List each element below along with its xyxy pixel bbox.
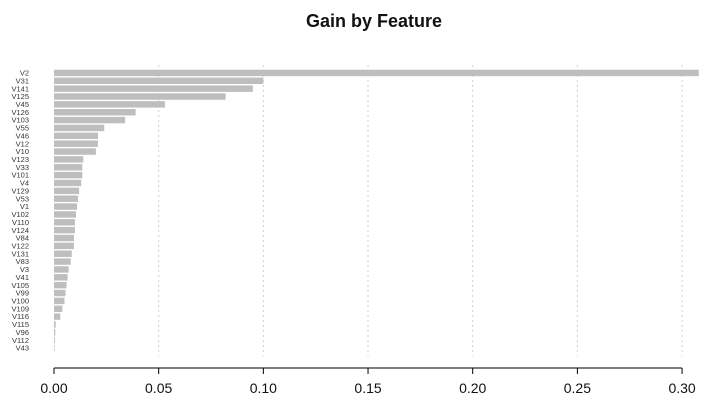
category-label-V99: V99 <box>16 289 29 298</box>
bar-V126 <box>54 109 136 116</box>
bar-V43 <box>54 344 55 352</box>
category-label-V83: V83 <box>16 257 29 266</box>
bar-V100 <box>54 297 65 305</box>
category-label-V41: V41 <box>16 273 29 282</box>
bar-V123 <box>54 156 84 163</box>
bar-V84 <box>54 234 74 242</box>
bar-V46 <box>54 132 98 140</box>
category-label-V84: V84 <box>16 234 29 243</box>
bar-V112 <box>54 336 55 344</box>
category-label-V10: V10 <box>16 147 29 156</box>
bar-V105 <box>54 281 67 289</box>
category-label-V12: V12 <box>16 139 29 148</box>
category-label-V45: V45 <box>16 100 29 109</box>
bar-V103 <box>54 116 126 124</box>
category-label-V55: V55 <box>16 124 29 133</box>
bar-V102 <box>54 211 76 218</box>
x-tick-label-0: 0.00 <box>40 380 67 396</box>
grid-lines <box>158 65 683 356</box>
bar-V122 <box>54 242 74 250</box>
x-tick-label-6: 0.30 <box>668 380 695 396</box>
bar-V110 <box>54 219 75 226</box>
category-label-V115: V115 <box>12 320 29 329</box>
chart-title: Gain by Feature <box>306 11 442 31</box>
bar-V55 <box>54 124 105 132</box>
category-label-V141: V141 <box>11 84 29 93</box>
category-label-V3: V3 <box>20 265 29 274</box>
bar-V116 <box>54 313 61 320</box>
category-label-V116: V116 <box>12 312 29 321</box>
category-label-V129: V129 <box>11 186 29 195</box>
bar-V53 <box>54 195 79 202</box>
bar-V2 <box>54 69 699 77</box>
category-label-V110: V110 <box>12 218 29 227</box>
bar-V3 <box>54 266 69 273</box>
bar-V41 <box>54 274 68 281</box>
category-label-V122: V122 <box>11 241 29 250</box>
bar-V131 <box>54 250 72 257</box>
category-label-V125: V125 <box>11 92 29 101</box>
category-label-V1: V1 <box>20 202 29 211</box>
bar-V115 <box>54 321 56 328</box>
category-label-V4: V4 <box>20 179 29 188</box>
category-label-V123: V123 <box>11 155 29 164</box>
bar-V101 <box>54 171 83 179</box>
x-tick-label-1: 0.05 <box>145 380 172 396</box>
category-label-V43: V43 <box>16 344 29 353</box>
category-label-V31: V31 <box>16 76 29 85</box>
bar-V124 <box>54 226 75 234</box>
bar-V1 <box>54 203 78 210</box>
bar-V96 <box>54 329 56 336</box>
bar-V45 <box>54 101 165 108</box>
category-label-V101: V101 <box>11 171 29 180</box>
bar-V12 <box>54 140 98 147</box>
category-label-V46: V46 <box>16 131 29 140</box>
category-label-V103: V103 <box>11 116 29 125</box>
category-label-V53: V53 <box>16 194 29 203</box>
category-label-V126: V126 <box>11 108 29 117</box>
bars <box>54 69 699 352</box>
x-axis: 0.00 0.05 0.10 0.15 0.20 0.25 0.30 <box>40 367 696 396</box>
bar-V10 <box>54 148 96 155</box>
x-tick-label-2: 0.10 <box>250 380 277 396</box>
category-label-V96: V96 <box>16 328 29 337</box>
bar-V33 <box>54 164 83 171</box>
category-label-V131: V131 <box>11 249 29 258</box>
category-label-V124: V124 <box>11 226 29 235</box>
category-label-V112: V112 <box>12 336 29 345</box>
bar-V4 <box>54 179 82 187</box>
category-label-V2: V2 <box>20 69 29 78</box>
bar-V125 <box>54 93 226 100</box>
bar-V129 <box>54 187 80 195</box>
bar-V99 <box>54 289 66 297</box>
x-tick-label-5: 0.25 <box>564 380 591 396</box>
bar-V31 <box>54 77 264 85</box>
category-label-V33: V33 <box>16 163 29 172</box>
category-label-V100: V100 <box>11 297 29 306</box>
bar-V83 <box>54 258 71 265</box>
x-tick-label-3: 0.15 <box>354 380 381 396</box>
category-labels: V2V31V141V125V45V126V103V55V46V12V10V123… <box>11 69 29 353</box>
x-tick-label-4: 0.20 <box>459 380 486 396</box>
bar-V109 <box>54 305 63 312</box>
category-label-V102: V102 <box>11 210 29 219</box>
bar-V141 <box>54 85 253 92</box>
category-label-V109: V109 <box>11 304 29 313</box>
category-label-V105: V105 <box>11 281 29 290</box>
